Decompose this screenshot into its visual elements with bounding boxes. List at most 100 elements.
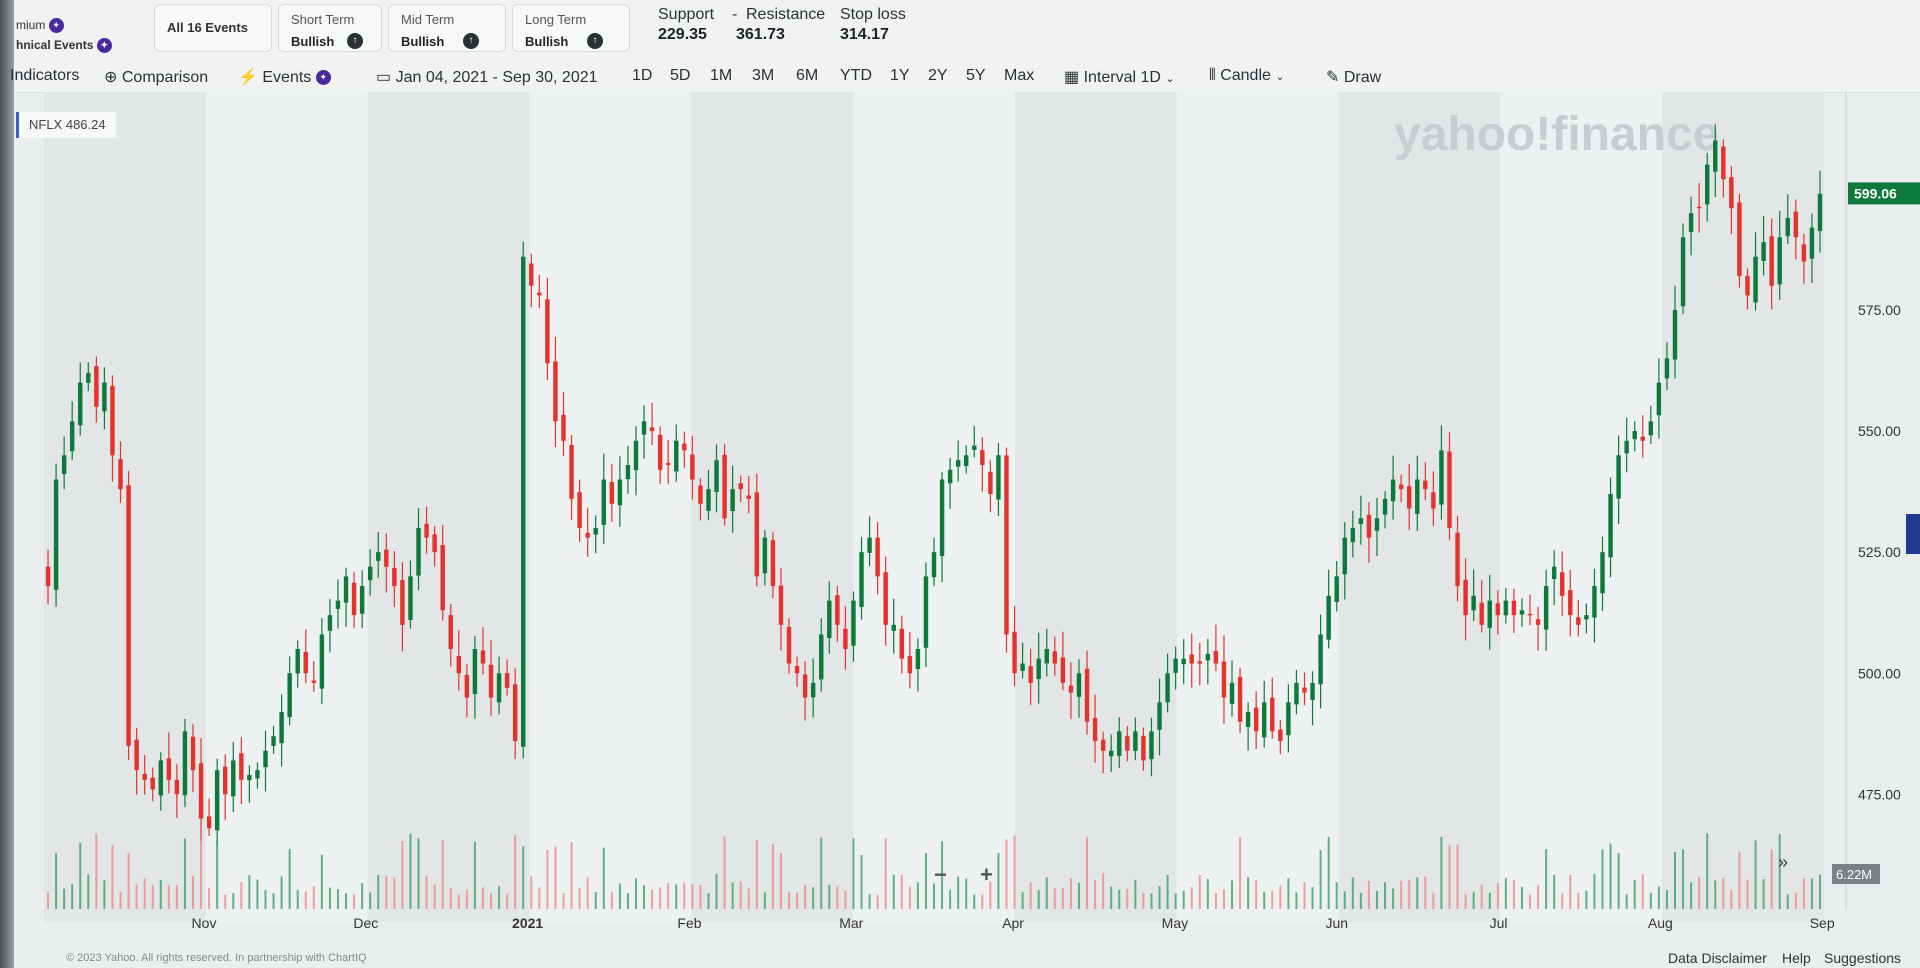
long-term-outlook[interactable]: Long Term Bullish ↑ <box>512 4 630 52</box>
volume-bar <box>981 894 984 909</box>
candle-body <box>1447 451 1452 528</box>
volume-bar <box>1625 894 1628 909</box>
candle-body <box>472 649 478 694</box>
volume-bar <box>1698 877 1701 909</box>
volume-bar <box>828 884 831 909</box>
chart-area[interactable]: yahoo!finance 475.00 500.00 525.00 550.00 575… <box>14 92 1920 968</box>
x-tick-label: Nov <box>192 915 217 931</box>
range-button-max[interactable]: Max <box>1004 67 1035 84</box>
candle-body <box>223 766 228 795</box>
range-button-1m[interactable]: 1M <box>710 67 733 84</box>
chart-type-button[interactable]: ⫴ Candle ⌄ <box>1209 67 1285 85</box>
volume-bar <box>425 875 428 909</box>
volume-bar <box>1158 886 1161 909</box>
volume-bar <box>683 882 686 909</box>
volume-bar <box>723 836 726 909</box>
volume-bar <box>200 838 203 909</box>
zoom-in-button[interactable]: + <box>980 862 993 887</box>
volume-bar <box>1778 834 1781 909</box>
month-band <box>691 92 854 922</box>
volume-bar <box>1802 878 1805 909</box>
date-range-button[interactable]: ▭ Jan 04, 2021 - Sep 30, 2021 <box>376 67 598 87</box>
volume-bar <box>812 887 815 909</box>
volume-bar <box>401 841 404 909</box>
volume-bar <box>1480 884 1483 909</box>
volume-bar <box>1818 874 1821 909</box>
volume-bar <box>127 853 130 909</box>
candle-body <box>545 299 550 364</box>
interval-button[interactable]: ▦ Interval 1D ⌄ <box>1064 67 1175 87</box>
month-band <box>44 92 206 922</box>
candle-body <box>166 758 172 780</box>
mid-term-outlook[interactable]: Mid Term Bullish ↑ <box>388 4 506 52</box>
volume-bar <box>796 892 799 909</box>
x-tick-label: Aug <box>1648 915 1673 931</box>
candle-body <box>988 471 993 495</box>
volume-bar <box>973 894 976 909</box>
indicators-button[interactable]: Indicators <box>10 67 79 85</box>
arrow-up-icon: ↑ <box>463 33 479 49</box>
range-button-1d[interactable]: 1D <box>632 67 653 84</box>
volume-bar <box>159 880 162 909</box>
comparison-button[interactable]: ⊕ Comparison <box>104 67 208 87</box>
price-chart[interactable]: yahoo!finance 475.00 500.00 525.00 550.00 575… <box>14 92 1920 944</box>
candle-body <box>1721 146 1726 180</box>
range-button-2y[interactable]: 2Y <box>928 67 948 84</box>
volume-bar <box>1005 839 1008 909</box>
range-button-ytd[interactable]: YTD <box>840 67 872 84</box>
events-button[interactable]: ⚡ Events ✦ <box>238 67 331 87</box>
candle-body <box>625 464 631 480</box>
all-events-button[interactable]: All 16 Events <box>154 4 272 52</box>
volume-bar <box>240 882 243 909</box>
candle-body <box>529 263 534 286</box>
symbol-tag[interactable]: NFLX 486.24 <box>16 112 116 138</box>
draw-button[interactable]: ✎ Draw <box>1326 67 1381 87</box>
range-button-3m[interactable]: 3M <box>752 67 775 84</box>
candle-body <box>319 634 325 689</box>
volume-bar <box>1496 883 1499 909</box>
candle-body <box>972 445 977 450</box>
stop-loss-label: Stop loss <box>840 6 906 23</box>
volume-bar <box>941 841 944 909</box>
scroll-forward-button[interactable]: » <box>1778 852 1789 872</box>
range-button-6m[interactable]: 6M <box>796 67 819 84</box>
volume-bar <box>570 842 573 909</box>
candle-body <box>367 566 373 581</box>
candle-body <box>1358 518 1364 525</box>
zoom-out-button[interactable]: − <box>934 862 947 887</box>
volume-bar <box>481 887 484 909</box>
side-panel-toggle[interactable] <box>1906 514 1920 554</box>
volume-bar <box>1504 878 1507 909</box>
suggestions-link[interactable]: Suggestions <box>1824 950 1902 966</box>
candle-body <box>279 712 284 744</box>
candle-body <box>738 483 743 490</box>
premium-icon: ✦ <box>96 38 112 54</box>
volume-bar <box>554 846 557 909</box>
x-tick-label: Feb <box>677 915 701 931</box>
volume-bar <box>1722 878 1725 909</box>
volume-bar <box>530 876 533 909</box>
volume-bar <box>393 877 396 909</box>
candle-body <box>1012 631 1017 674</box>
candle-body <box>392 567 397 587</box>
technical-events-label[interactable]: hnical Events ✦ <box>16 38 112 54</box>
range-button-5y[interactable]: 5Y <box>966 67 986 84</box>
data-disclaimer-link[interactable]: Data Disclaimer <box>1668 950 1767 966</box>
volume-bar <box>771 844 774 909</box>
help-link[interactable]: Help <box>1782 950 1811 966</box>
volume-bar <box>312 886 315 909</box>
candle-body <box>1165 673 1170 703</box>
candle-body <box>1511 600 1517 616</box>
range-button-5d[interactable]: 5D <box>670 67 691 84</box>
volume-bar <box>1086 837 1089 909</box>
candle-body <box>1157 702 1162 730</box>
premium-icon: ✦ <box>48 18 64 34</box>
short-term-outlook[interactable]: Short Term Bullish ↑ <box>278 4 382 52</box>
premium-label[interactable]: mium ✦ <box>16 18 64 34</box>
month-band <box>1176 92 1339 922</box>
candle-body <box>859 552 864 607</box>
candle-body <box>1141 736 1146 761</box>
volume-bar <box>1601 849 1604 909</box>
range-button-1y[interactable]: 1Y <box>890 67 910 84</box>
candle-body <box>1423 480 1428 490</box>
